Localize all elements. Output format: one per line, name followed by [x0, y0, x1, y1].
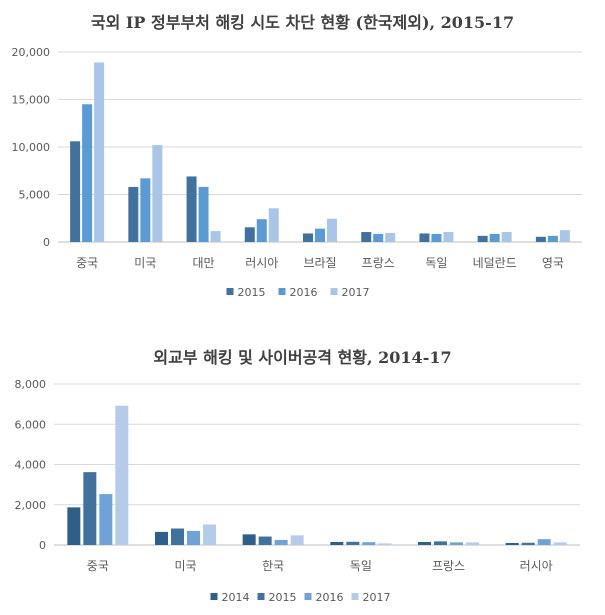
bar-2016 — [198, 186, 209, 242]
bar-2017 — [115, 405, 129, 545]
bar-2014 — [67, 507, 81, 545]
x-category-label: 브라질 — [303, 256, 336, 270]
bar-2017 — [378, 543, 392, 545]
bar-2016 — [362, 542, 376, 545]
bar-2014 — [505, 542, 519, 545]
bar-2015 — [303, 233, 313, 242]
legend-label: 2016 — [290, 286, 318, 299]
legend-label: 2016 — [316, 591, 344, 604]
bar-2016 — [489, 233, 500, 242]
y-tick-label: 6,000 — [15, 418, 47, 431]
bar-2015 — [128, 186, 139, 242]
legend-label: 2017 — [363, 591, 391, 604]
bar-2016 — [431, 233, 442, 242]
bar-2015 — [477, 235, 488, 242]
y-tick-label: 0 — [39, 539, 46, 552]
bar-2016 — [99, 494, 113, 545]
x-category-label: 중국 — [87, 559, 109, 573]
bar-2016 — [315, 228, 325, 242]
bar-2015 — [258, 536, 272, 545]
bar-2017 — [152, 145, 163, 242]
legend-label: 2015 — [238, 286, 266, 299]
y-tick-label: 2,000 — [15, 499, 47, 512]
bar-2017 — [268, 208, 279, 242]
bar-2016 — [547, 235, 558, 242]
legend-swatch — [226, 288, 234, 295]
legend-swatch — [351, 593, 359, 600]
x-category-label: 프랑스 — [362, 256, 395, 270]
bar-2016 — [373, 233, 384, 242]
bar-2015 — [83, 472, 97, 545]
bar-2017 — [327, 218, 337, 242]
bar-2015 — [346, 541, 360, 545]
bar-chart-svg: 0 2,000 4,000 6,000 8,000 중국 미국 한국 독일 프랑스 러시아 2014 2… — [15, 378, 580, 604]
x-category-label: 네덜란드 — [473, 256, 517, 270]
bar-2017 — [559, 230, 570, 242]
bar-2016 — [140, 178, 151, 242]
bar-2017 — [203, 524, 216, 545]
bar-2014 — [330, 541, 344, 545]
bar-2017 — [466, 542, 479, 545]
bar-2015 — [521, 542, 535, 545]
bar-2017 — [290, 535, 304, 545]
x-category-label: 영국 — [542, 256, 564, 270]
y-tick-label: 0 — [43, 236, 50, 249]
bar-2014 — [242, 534, 256, 545]
y-tick-label: 20,000 — [12, 46, 51, 59]
legend-swatch — [257, 593, 265, 600]
x-category-label: 중국 — [76, 256, 98, 270]
bar-2016 — [187, 530, 200, 545]
legend-swatch — [210, 593, 218, 600]
bar-2017 — [443, 232, 454, 242]
bar-2016 — [82, 104, 93, 242]
y-tick-label: 10,000 — [12, 141, 51, 154]
y-tick-label: 8,000 — [15, 378, 47, 391]
bar-2014 — [155, 531, 168, 545]
legend-label: 2014 — [222, 591, 250, 604]
bar-2016 — [256, 219, 267, 242]
bar-chart-svg: 0 5,000 10,000 15,000 20,000 중국 미국 대만 러시아 브라질 프랑스 독… — [12, 46, 582, 299]
bar-2016 — [450, 542, 463, 545]
x-category-label: 독일 — [425, 256, 447, 270]
bar-2015 — [361, 232, 372, 242]
bar-2016 — [274, 539, 288, 545]
x-category-label: 미국 — [174, 559, 196, 573]
bar-2017 — [501, 232, 512, 242]
x-category-label: 대만 — [193, 256, 215, 270]
x-category-label: 러시아 — [245, 256, 278, 270]
legend-label: 2015 — [269, 591, 297, 604]
x-category-label: 러시아 — [520, 559, 553, 573]
bar-2014 — [418, 541, 431, 545]
y-tick-label: 5,000 — [19, 189, 51, 202]
bar-2015 — [186, 176, 197, 242]
bar-2017 — [553, 542, 567, 545]
legend-label: 2017 — [342, 286, 370, 299]
chart-mofa-attacks: 외교부 해킹 및 사이버공격 현황, 2014-17 0 2,000 4,000 6,… — [0, 335, 605, 615]
x-category-label: 미국 — [134, 256, 156, 270]
bar-2015 — [70, 141, 81, 242]
bar-2015 — [244, 227, 255, 242]
x-category-label: 한국 — [262, 559, 284, 573]
legend-swatch — [278, 288, 286, 295]
legend-swatch — [330, 288, 338, 295]
bar-2017 — [385, 232, 396, 242]
y-tick-label: 4,000 — [15, 459, 47, 472]
x-category-label: 프랑스 — [432, 559, 465, 573]
bar-2016 — [537, 539, 551, 545]
x-category-label: 독일 — [350, 559, 372, 573]
legend-swatch — [304, 593, 312, 600]
chart-title: 외교부 해킹 및 사이버공격 현황, 2014-17 — [153, 348, 452, 367]
bar-2015 — [171, 528, 184, 545]
bar-2015 — [434, 541, 447, 545]
bar-2017 — [210, 231, 221, 242]
y-tick-label: 15,000 — [12, 94, 51, 107]
bar-2015 — [535, 236, 546, 242]
bar-2015 — [419, 233, 430, 242]
chart-title: 국외 IP 정부부처 해킹 시도 차단 현황 (한국제외), 2015-17 — [90, 13, 515, 32]
bar-2017 — [94, 62, 105, 243]
chart-hacking-blocked: 국외 IP 정부부처 해킹 시도 차단 현황 (한국제외), 2015-17 0… — [0, 0, 605, 305]
